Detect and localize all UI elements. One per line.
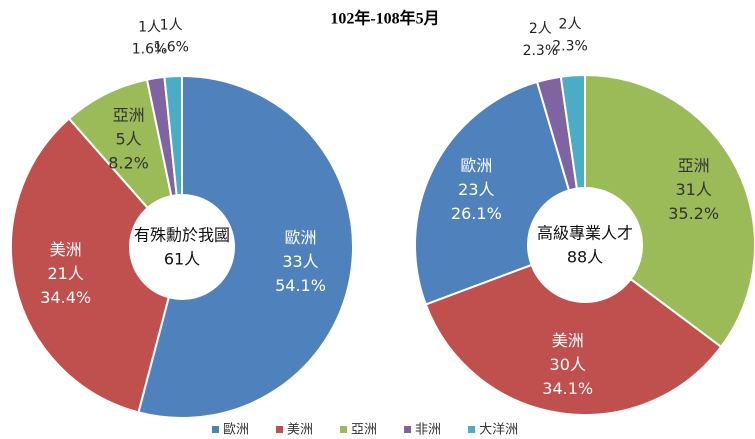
legend-label: 歐洲 xyxy=(223,423,249,438)
slice-percent: 8.2% xyxy=(108,154,149,173)
slice-count: 2人 xyxy=(559,17,582,33)
slice-count: 1人 xyxy=(160,17,183,33)
legend-swatch xyxy=(212,426,219,433)
legend-swatch xyxy=(340,426,347,433)
legend-label: 非洲 xyxy=(415,423,441,438)
slice-percent: 2.3% xyxy=(552,39,588,55)
center-label: 高級專業人才 xyxy=(537,224,633,243)
legend-label: 亞洲 xyxy=(351,423,377,438)
slice-category: 亞洲 xyxy=(113,106,145,125)
donut-hole xyxy=(130,195,234,299)
slice-percent: 34.4% xyxy=(40,288,91,307)
slice-category: 美洲 xyxy=(50,240,82,259)
slice-category: 歐洲 xyxy=(285,228,317,247)
slice-count: 23人 xyxy=(458,180,494,199)
legend-label: 大洋洲 xyxy=(479,423,518,438)
slice-count: 5人 xyxy=(115,130,141,149)
legend-label: 美洲 xyxy=(287,423,313,438)
donut-hole xyxy=(528,188,642,302)
slice-percent: 34.1% xyxy=(542,379,593,398)
slice-category: 亞洲 xyxy=(678,156,710,175)
center-value: 61人 xyxy=(164,250,200,269)
slice-count: 1人 xyxy=(138,20,161,36)
chart: 102年-108年5月 歐洲 33人 54.1% 美洲 21人 34.4% 亞洲 5人 8.2%… xyxy=(0,0,755,439)
slice-count: 2人 xyxy=(529,21,552,37)
slice-count: 30人 xyxy=(550,355,586,374)
center-label: 有殊勳於我國 xyxy=(134,226,230,245)
slice-percent: 35.2% xyxy=(668,204,719,223)
slice-category: 歐洲 xyxy=(460,156,492,175)
legend-swatch xyxy=(276,426,283,433)
slice-count: 21人 xyxy=(48,264,84,283)
chart-title: 102年-108年5月 xyxy=(330,9,439,28)
legend-swatch xyxy=(404,426,411,433)
slice-percent: 1.6% xyxy=(153,39,189,55)
slice-category: 美洲 xyxy=(552,331,584,350)
slice-count: 33人 xyxy=(282,252,318,271)
legend-swatch xyxy=(468,426,475,433)
slice-percent: 26.1% xyxy=(451,204,502,223)
slice-count: 31人 xyxy=(675,180,711,199)
slice-percent: 54.1% xyxy=(275,276,326,295)
center-value: 88人 xyxy=(567,248,603,267)
